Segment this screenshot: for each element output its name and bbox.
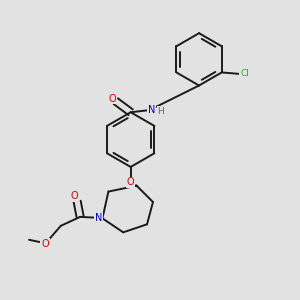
Text: O: O: [41, 239, 49, 249]
Text: Cl: Cl: [240, 69, 249, 78]
Text: O: O: [108, 94, 116, 103]
Text: N: N: [148, 105, 155, 115]
Text: O: O: [71, 191, 79, 201]
Text: N: N: [95, 213, 103, 223]
Text: O: O: [127, 177, 134, 188]
Text: H: H: [158, 107, 164, 116]
